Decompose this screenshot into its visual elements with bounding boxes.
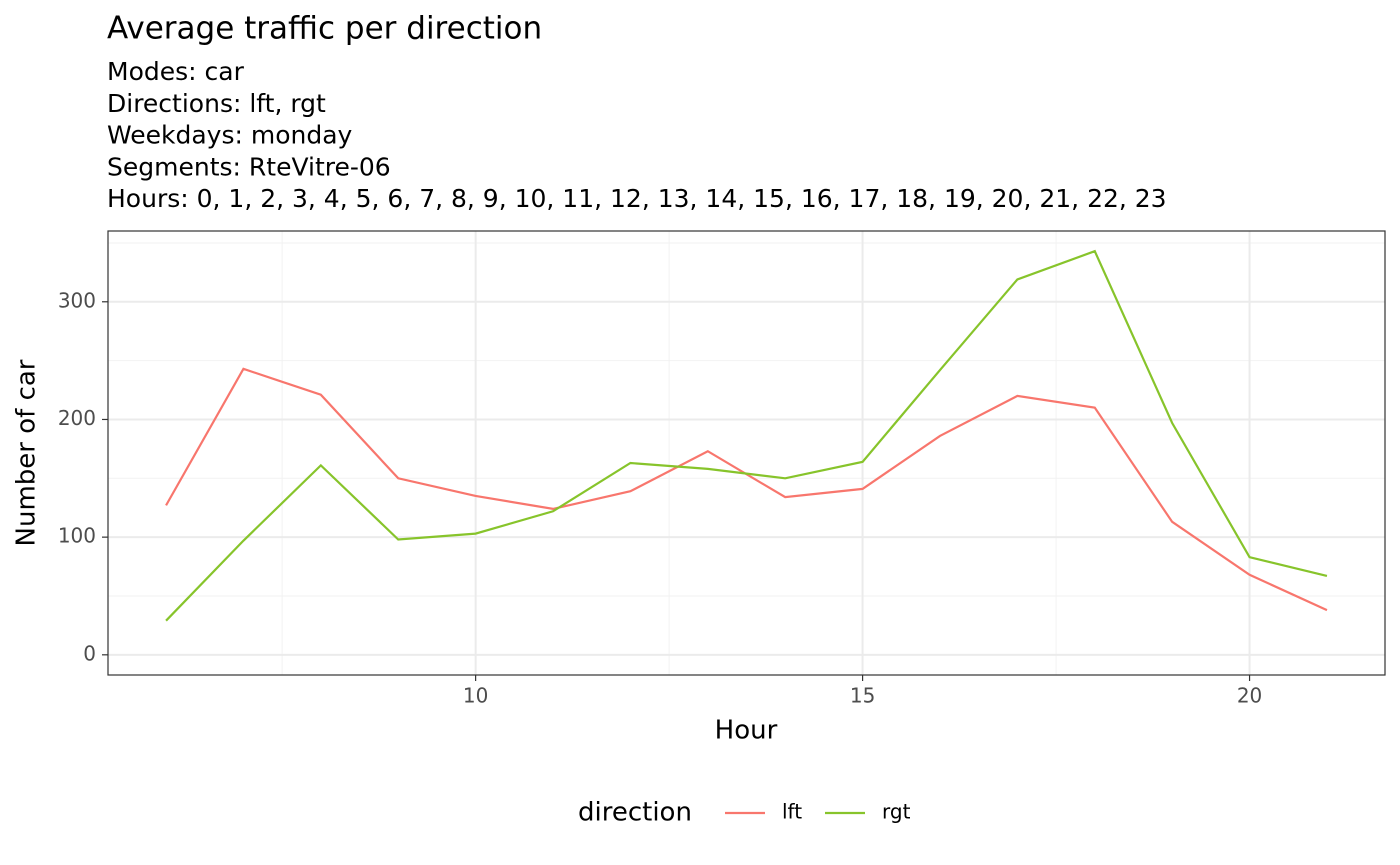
x-tick-label: 15: [850, 684, 875, 708]
legend-title: direction: [578, 798, 692, 828]
panel-border: [107, 230, 1386, 676]
chart-title: Average traffic per direction: [107, 11, 542, 47]
subtitle-line: Segments: RteVitre-06: [107, 152, 391, 181]
subtitle-line: Modes: car: [107, 57, 245, 86]
subtitle-line: Weekdays: monday: [107, 121, 353, 150]
legend-label: lft: [782, 800, 802, 824]
y-tick-label: 300: [58, 288, 96, 312]
subtitle-line: Directions: lft, rgt: [107, 89, 326, 118]
x-tick-label: 10: [463, 684, 488, 708]
y-tick-label: 0: [83, 641, 96, 665]
y-tick-label: 200: [58, 406, 96, 430]
line-series: [165, 367, 1328, 612]
x-axis-label: Hour: [715, 716, 778, 746]
legend-label: rgt: [882, 800, 911, 824]
line-series: [165, 249, 1328, 622]
subtitle-line: Hours: 0, 1, 2, 3, 4, 5, 6, 7, 8, 9, 10,…: [107, 184, 1167, 213]
x-tick-label: 20: [1237, 684, 1262, 708]
y-tick-label: 100: [58, 524, 96, 548]
y-axis-label: Number of car: [12, 359, 42, 546]
